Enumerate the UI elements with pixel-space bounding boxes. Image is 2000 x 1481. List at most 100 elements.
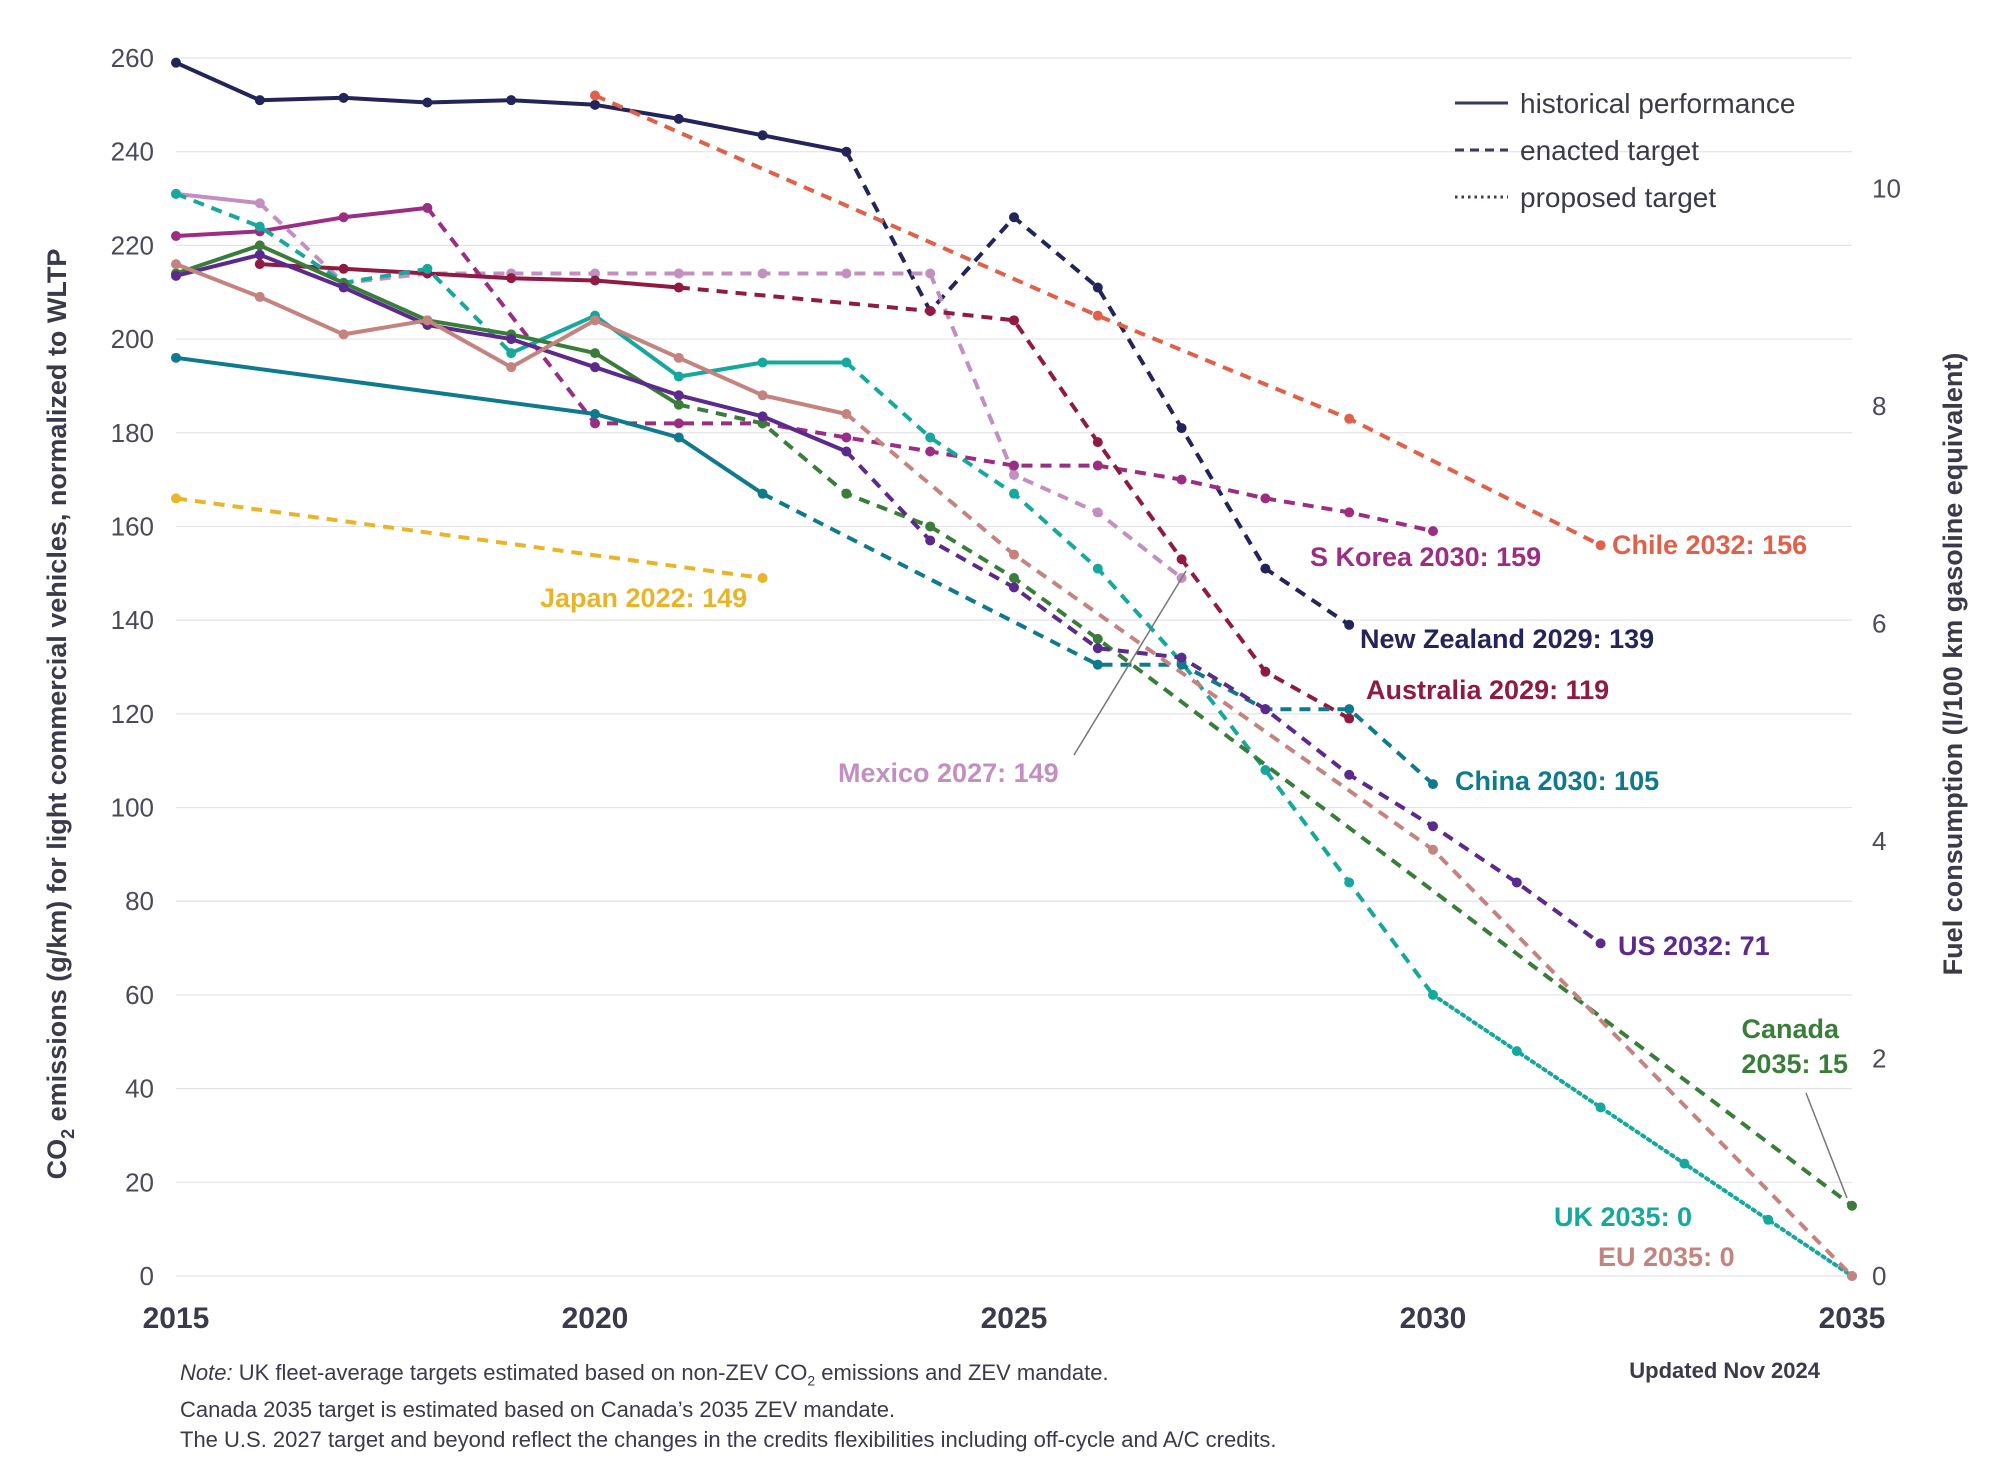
series-line-eu-dashed	[845, 412, 1854, 1278]
series-s-korea	[171, 202, 1438, 537]
data-point-us	[338, 282, 349, 293]
data-point-chile	[1344, 413, 1355, 424]
data-point-us	[506, 334, 517, 345]
data-point-new-zealand	[1009, 212, 1019, 223]
data-point-s-korea	[925, 446, 936, 457]
series-line-uk-dotted	[1431, 992, 1854, 1278]
data-point-australia	[254, 259, 265, 270]
data-point-eu	[673, 352, 684, 363]
data-point-uk	[1092, 563, 1103, 574]
y2-axis-ticks: 0 2 4 6 8 10	[1872, 174, 1901, 1292]
series-line-s-korea-dashed	[425, 206, 1434, 534]
data-point-canada	[673, 399, 684, 410]
data-point-uk	[1344, 877, 1355, 888]
label-australia: Australia 2029: 119	[1366, 675, 1609, 705]
data-point-japan	[757, 572, 768, 583]
series-line-china-solid	[175, 355, 764, 496]
data-point-australia	[1260, 666, 1271, 677]
data-point-eu	[254, 291, 265, 302]
data-point-australia	[1176, 554, 1187, 565]
label-canada-line1: Canada	[1741, 1014, 1840, 1044]
data-point-australia	[506, 273, 517, 284]
y-tick-label: 100	[111, 793, 154, 823]
data-point-china	[673, 432, 684, 443]
series-chile	[590, 90, 1606, 551]
data-point-canada	[254, 240, 265, 251]
y-tick-label: 140	[111, 605, 154, 635]
data-point-uk	[1009, 488, 1019, 499]
label-eu: EU 2035: 0	[1598, 1242, 1735, 1272]
footnote-line1-part2: emissions and ZEV mandate.	[815, 1360, 1109, 1385]
data-point-uk	[1679, 1158, 1690, 1169]
series-line-chile-dashed	[594, 93, 1602, 547]
series-line-uk-dashed	[845, 361, 1435, 997]
data-point-uk	[422, 263, 433, 274]
x-axis-ticks: 2015 2020 2025 2030 2035	[143, 1302, 1886, 1335]
gridlines	[176, 57, 1852, 1277]
data-point-uk	[506, 348, 517, 359]
data-point-s-korea	[1092, 460, 1103, 471]
data-point-chile	[590, 90, 600, 101]
data-point-uk	[254, 221, 265, 232]
series-line-mexico-solid	[175, 191, 261, 206]
label-canada-line2: 2035: 15	[1741, 1049, 1848, 1079]
data-point-mexico	[590, 268, 600, 279]
series-new-zealand	[171, 57, 1355, 630]
data-point-mexico	[757, 268, 768, 279]
data-point-us	[1595, 938, 1606, 949]
data-point-uk	[1595, 1102, 1606, 1113]
data-point-australia	[673, 282, 684, 293]
data-point-mexico	[841, 268, 852, 279]
data-point-canada	[590, 348, 600, 359]
data-point-s-korea	[338, 212, 349, 223]
y2-tick-label: 10	[1872, 174, 1901, 204]
series-line-japan-dashed	[175, 496, 763, 580]
data-point-uk	[673, 371, 684, 382]
data-point-s-korea	[673, 418, 684, 429]
data-point-uk	[925, 432, 936, 443]
data-point-us	[1176, 652, 1187, 663]
data-point-canada	[1009, 572, 1019, 583]
footnote-line-1: Note: UK fleet-average targets estimated…	[180, 1358, 1660, 1395]
series-layer	[171, 57, 1857, 1281]
data-point-us	[590, 362, 600, 373]
data-point-china	[1092, 659, 1103, 670]
data-point-s-korea	[841, 432, 852, 443]
y-axis-title-subscript: 2	[58, 1129, 78, 1139]
data-point-eu	[590, 315, 600, 326]
data-point-new-zealand	[506, 95, 517, 106]
data-point-s-korea	[1344, 507, 1355, 518]
series-mexico	[171, 188, 1187, 583]
data-point-new-zealand	[841, 146, 852, 157]
data-point-eu	[757, 390, 768, 401]
data-point-s-korea	[1428, 526, 1438, 537]
leader-lines	[1073, 570, 1848, 1199]
y-axis-title: CO2 emissions (g/km) for light commercia…	[42, 249, 78, 1180]
data-point-chile	[1595, 540, 1606, 551]
data-point-eu	[841, 409, 852, 420]
series-line-canada-dashed	[678, 402, 1854, 1208]
series-line-mexico-dashed	[258, 201, 1183, 580]
footnote: Note: UK fleet-average targets estimated…	[180, 1358, 1660, 1455]
data-point-uk	[1763, 1214, 1774, 1225]
data-point-new-zealand	[673, 113, 684, 124]
y-tick-label: 80	[125, 886, 154, 916]
data-point-eu	[1009, 549, 1019, 560]
data-point-us	[1428, 821, 1438, 832]
data-point-canada	[757, 418, 768, 429]
y2-tick-label: 2	[1872, 1044, 1886, 1074]
label-us: US 2032: 71	[1618, 931, 1770, 961]
data-point-us	[1092, 643, 1103, 654]
data-point-new-zealand	[1260, 563, 1271, 574]
label-s-korea: S Korea 2030: 159	[1310, 542, 1541, 572]
series-australia	[254, 259, 1355, 724]
series-line-australia-solid	[259, 262, 679, 290]
series-china	[171, 352, 1438, 790]
data-point-china	[590, 409, 600, 420]
data-point-australia	[1009, 315, 1019, 326]
x-tick-label: 2030	[1400, 1302, 1467, 1335]
y-tick-label: 160	[111, 511, 154, 541]
y-tick-label: 60	[125, 980, 154, 1010]
y-tick-label: 260	[111, 43, 154, 73]
